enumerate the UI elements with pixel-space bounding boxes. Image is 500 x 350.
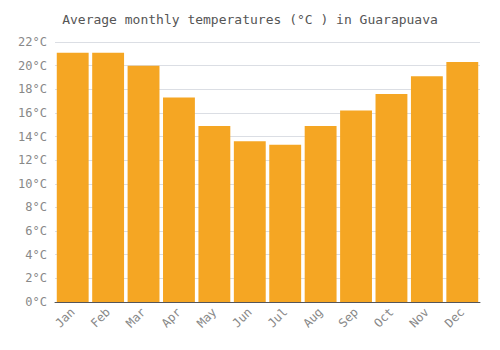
svg-text:Nov: Nov (407, 305, 432, 330)
svg-text:Mar: Mar (123, 305, 148, 330)
svg-text:18°C: 18°C (18, 82, 47, 96)
svg-text:4°C: 4°C (25, 248, 47, 262)
svg-text:14°C: 14°C (18, 130, 47, 144)
svg-text:22°C: 22°C (18, 35, 47, 49)
svg-text:2°C: 2°C (25, 271, 47, 285)
svg-text:Average monthly temperatures (: Average monthly temperatures (°C ) in Gu… (62, 12, 438, 27)
svg-text:10°C: 10°C (18, 177, 47, 191)
svg-text:Oct: Oct (371, 305, 396, 330)
svg-text:8°C: 8°C (25, 200, 47, 214)
svg-text:Jun: Jun (230, 305, 255, 330)
svg-text:Feb: Feb (88, 305, 113, 330)
svg-text:6°C: 6°C (25, 224, 47, 238)
svg-text:Jul: Jul (265, 305, 290, 330)
svg-text:Dec: Dec (442, 305, 467, 330)
svg-text:Apr: Apr (159, 305, 184, 330)
svg-text:May: May (194, 305, 219, 330)
svg-text:20°C: 20°C (18, 59, 47, 73)
svg-text:0°C: 0°C (25, 295, 47, 309)
svg-text:Jan: Jan (52, 305, 77, 330)
svg-text:Aug: Aug (300, 305, 325, 330)
svg-text:Sep: Sep (336, 305, 361, 330)
svg-text:12°C: 12°C (18, 153, 47, 167)
svg-text:16°C: 16°C (18, 106, 47, 120)
